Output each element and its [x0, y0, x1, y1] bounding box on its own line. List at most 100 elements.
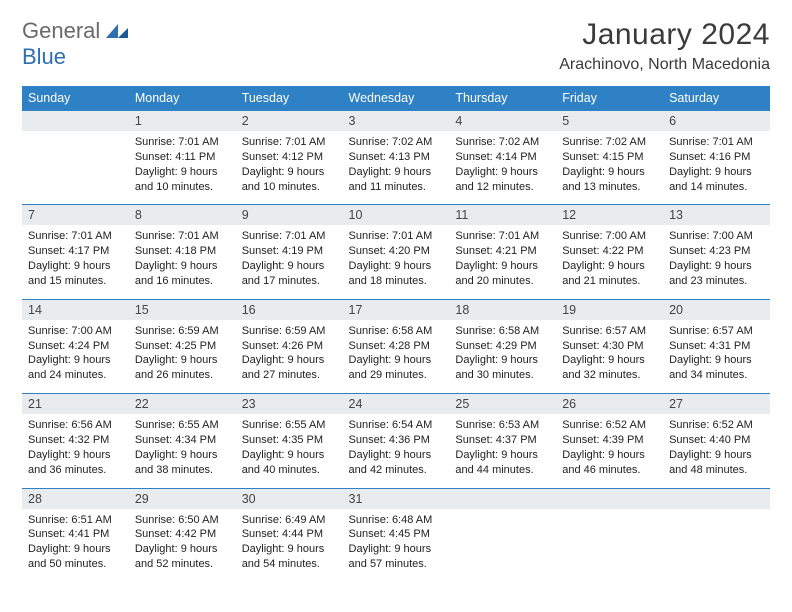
- sunset-line: Sunset: 4:41 PM: [28, 527, 123, 542]
- sunset-line: Sunset: 4:34 PM: [135, 433, 230, 448]
- day-detail-cell: Sunrise: 6:50 AMSunset: 4:42 PMDaylight:…: [129, 509, 236, 582]
- day-number-cell: 8: [129, 205, 236, 226]
- weekday-monday: Monday: [129, 86, 236, 111]
- sunset-line: Sunset: 4:16 PM: [669, 150, 764, 165]
- sunrise-line: Sunrise: 6:55 AM: [242, 418, 337, 433]
- sunrise-line: Sunrise: 6:48 AM: [349, 513, 444, 528]
- day-number-cell: 28: [22, 488, 129, 509]
- sunset-line: Sunset: 4:17 PM: [28, 244, 123, 259]
- sunset-line: Sunset: 4:25 PM: [135, 339, 230, 354]
- day-detail-row: Sunrise: 6:56 AMSunset: 4:32 PMDaylight:…: [22, 414, 770, 488]
- day-number-cell: 17: [343, 299, 450, 320]
- day-number-cell: [449, 488, 556, 509]
- day-number-cell: 12: [556, 205, 663, 226]
- daylight-line: Daylight: 9 hours and 20 minutes.: [455, 259, 550, 289]
- weekday-saturday: Saturday: [663, 86, 770, 111]
- sunrise-line: Sunrise: 6:52 AM: [669, 418, 764, 433]
- day-detail-cell: Sunrise: 7:02 AMSunset: 4:13 PMDaylight:…: [343, 131, 450, 205]
- sunrise-line: Sunrise: 7:01 AM: [28, 229, 123, 244]
- daylight-line: Daylight: 9 hours and 18 minutes.: [349, 259, 444, 289]
- page-title: January 2024: [559, 18, 770, 52]
- day-number-cell: 5: [556, 111, 663, 132]
- day-number-cell: [663, 488, 770, 509]
- sunrise-line: Sunrise: 6:49 AM: [242, 513, 337, 528]
- header: General January 2024 Arachinovo, North M…: [22, 18, 770, 74]
- day-number-cell: 24: [343, 394, 450, 415]
- day-number-cell: 16: [236, 299, 343, 320]
- day-number-row: 28293031: [22, 488, 770, 509]
- day-detail-cell: Sunrise: 6:55 AMSunset: 4:35 PMDaylight:…: [236, 414, 343, 488]
- day-detail-cell: Sunrise: 7:01 AMSunset: 4:17 PMDaylight:…: [22, 225, 129, 299]
- sunrise-line: Sunrise: 6:58 AM: [455, 324, 550, 339]
- daylight-line: Daylight: 9 hours and 24 minutes.: [28, 353, 123, 383]
- sunrise-line: Sunrise: 6:57 AM: [562, 324, 657, 339]
- day-number-cell: 19: [556, 299, 663, 320]
- day-number-cell: 4: [449, 111, 556, 132]
- sunset-line: Sunset: 4:31 PM: [669, 339, 764, 354]
- day-number-cell: 20: [663, 299, 770, 320]
- sunset-line: Sunset: 4:22 PM: [562, 244, 657, 259]
- day-detail-cell: [663, 509, 770, 582]
- sunset-line: Sunset: 4:36 PM: [349, 433, 444, 448]
- day-detail-cell: Sunrise: 7:01 AMSunset: 4:12 PMDaylight:…: [236, 131, 343, 205]
- daylight-line: Daylight: 9 hours and 57 minutes.: [349, 542, 444, 572]
- sunset-line: Sunset: 4:15 PM: [562, 150, 657, 165]
- sunrise-line: Sunrise: 7:01 AM: [135, 229, 230, 244]
- daylight-line: Daylight: 9 hours and 46 minutes.: [562, 448, 657, 478]
- sunrise-line: Sunrise: 6:55 AM: [135, 418, 230, 433]
- logo-word-1: General: [22, 18, 100, 44]
- sunset-line: Sunset: 4:19 PM: [242, 244, 337, 259]
- daylight-line: Daylight: 9 hours and 32 minutes.: [562, 353, 657, 383]
- day-detail-cell: Sunrise: 6:57 AMSunset: 4:31 PMDaylight:…: [663, 320, 770, 394]
- day-detail-cell: Sunrise: 6:57 AMSunset: 4:30 PMDaylight:…: [556, 320, 663, 394]
- weekday-header-row: Sunday Monday Tuesday Wednesday Thursday…: [22, 86, 770, 111]
- day-detail-cell: Sunrise: 7:02 AMSunset: 4:14 PMDaylight:…: [449, 131, 556, 205]
- daylight-line: Daylight: 9 hours and 14 minutes.: [669, 165, 764, 195]
- sunrise-line: Sunrise: 6:57 AM: [669, 324, 764, 339]
- day-detail-cell: Sunrise: 7:00 AMSunset: 4:23 PMDaylight:…: [663, 225, 770, 299]
- day-number-cell: 6: [663, 111, 770, 132]
- weekday-tuesday: Tuesday: [236, 86, 343, 111]
- day-detail-cell: Sunrise: 6:59 AMSunset: 4:25 PMDaylight:…: [129, 320, 236, 394]
- day-number-cell: 10: [343, 205, 450, 226]
- weekday-thursday: Thursday: [449, 86, 556, 111]
- day-number-cell: 23: [236, 394, 343, 415]
- day-number-cell: [22, 111, 129, 132]
- daylight-line: Daylight: 9 hours and 10 minutes.: [135, 165, 230, 195]
- logo: General: [22, 18, 130, 44]
- day-number-cell: 25: [449, 394, 556, 415]
- weekday-wednesday: Wednesday: [343, 86, 450, 111]
- sunset-line: Sunset: 4:14 PM: [455, 150, 550, 165]
- sunset-line: Sunset: 4:35 PM: [242, 433, 337, 448]
- daylight-line: Daylight: 9 hours and 44 minutes.: [455, 448, 550, 478]
- day-detail-cell: Sunrise: 6:54 AMSunset: 4:36 PMDaylight:…: [343, 414, 450, 488]
- logo-word-2-wrap: Blue: [22, 44, 66, 70]
- day-detail-cell: Sunrise: 6:49 AMSunset: 4:44 PMDaylight:…: [236, 509, 343, 582]
- day-detail-cell: Sunrise: 7:01 AMSunset: 4:19 PMDaylight:…: [236, 225, 343, 299]
- sunrise-line: Sunrise: 6:52 AM: [562, 418, 657, 433]
- daylight-line: Daylight: 9 hours and 30 minutes.: [455, 353, 550, 383]
- daylight-line: Daylight: 9 hours and 12 minutes.: [455, 165, 550, 195]
- day-number-cell: 27: [663, 394, 770, 415]
- day-number-cell: 11: [449, 205, 556, 226]
- sunset-line: Sunset: 4:29 PM: [455, 339, 550, 354]
- sunrise-line: Sunrise: 6:50 AM: [135, 513, 230, 528]
- day-number-cell: 1: [129, 111, 236, 132]
- sunrise-line: Sunrise: 6:59 AM: [242, 324, 337, 339]
- day-number-row: 123456: [22, 111, 770, 132]
- day-number-cell: 9: [236, 205, 343, 226]
- sunrise-line: Sunrise: 7:00 AM: [28, 324, 123, 339]
- day-number-row: 78910111213: [22, 205, 770, 226]
- sunrise-line: Sunrise: 7:01 AM: [455, 229, 550, 244]
- daylight-line: Daylight: 9 hours and 27 minutes.: [242, 353, 337, 383]
- sunrise-line: Sunrise: 6:56 AM: [28, 418, 123, 433]
- daylight-line: Daylight: 9 hours and 54 minutes.: [242, 542, 337, 572]
- day-detail-cell: Sunrise: 6:56 AMSunset: 4:32 PMDaylight:…: [22, 414, 129, 488]
- sunset-line: Sunset: 4:21 PM: [455, 244, 550, 259]
- day-number-cell: 15: [129, 299, 236, 320]
- day-detail-cell: Sunrise: 7:01 AMSunset: 4:11 PMDaylight:…: [129, 131, 236, 205]
- day-detail-cell: Sunrise: 6:55 AMSunset: 4:34 PMDaylight:…: [129, 414, 236, 488]
- sunset-line: Sunset: 4:39 PM: [562, 433, 657, 448]
- sunrise-line: Sunrise: 7:01 AM: [242, 135, 337, 150]
- day-detail-row: Sunrise: 6:51 AMSunset: 4:41 PMDaylight:…: [22, 509, 770, 582]
